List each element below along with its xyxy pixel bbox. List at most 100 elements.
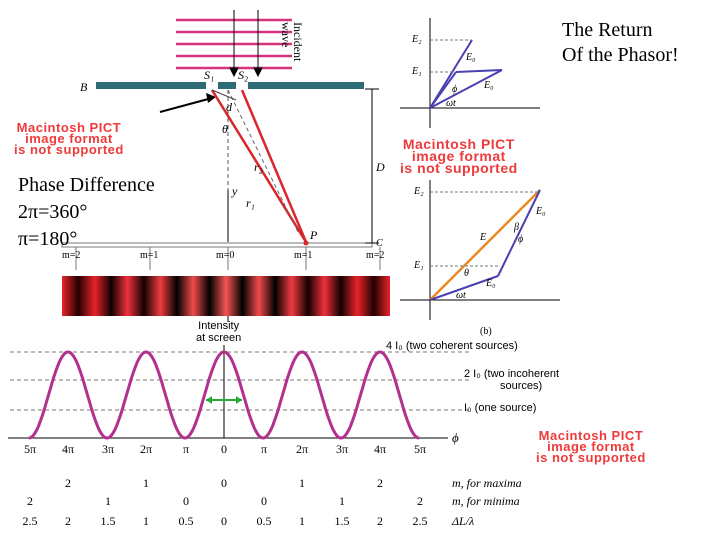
phasor-bottom [400, 180, 560, 320]
ray-r2 [240, 89, 308, 243]
phi-tick-label: π [182, 442, 190, 456]
pict-notice-3: Macintosh PICT image format is not support… [536, 428, 646, 465]
minima-value: 0 [183, 494, 189, 508]
phasor-bottom-e: E [480, 232, 487, 243]
distance-label: D [376, 160, 385, 174]
slit-gap-2 [236, 81, 248, 90]
ray-label-r2: r₂ [254, 160, 263, 174]
phi-tick-label: 2π [295, 442, 309, 456]
barrier [96, 82, 364, 89]
maxima-value: 2 [65, 476, 71, 490]
order-label-3: m=0 [216, 250, 235, 261]
path-value: 1 [299, 514, 305, 528]
minima-value: 0 [261, 494, 267, 508]
order-label-4: m=1 [294, 250, 313, 261]
phasor-top-e0b: E₀ [484, 80, 494, 91]
pict-notice-2: Macintosh PICT image format is not support… [400, 136, 518, 176]
phasor-top-e1: E₁ [412, 66, 422, 77]
maxima-label: m, for maxima [452, 476, 522, 490]
pointer-arrow [159, 97, 213, 113]
minima-value: 1 [105, 494, 111, 508]
phase-line-2: 2π=360° [18, 201, 88, 223]
phasor-top-e2: E₂ [412, 34, 422, 45]
slit-gap-1 [206, 81, 218, 90]
phasor-bottom-theta: θ [464, 268, 469, 279]
fringe-pattern [62, 276, 390, 316]
y-label: y [232, 184, 238, 198]
phasor-top-e0a: E₀ [466, 52, 476, 63]
minima-value: 1 [339, 494, 345, 508]
path-value: 1.5 [100, 514, 116, 528]
level-label-i0: I₀ (one source) [464, 402, 537, 414]
phasor-bottom-wt: ωt [456, 290, 466, 301]
phasor-bottom-phi: ϕ [518, 234, 524, 245]
minima-value: 2 [417, 494, 423, 508]
incident-wave-label: Incident wave [279, 22, 305, 62]
maxima-value: 1 [299, 476, 305, 490]
path-value: 0 [221, 514, 227, 528]
minima-label: m, for minima [452, 494, 520, 508]
order-label-1: m=2 [62, 250, 81, 261]
minima-value: 2 [27, 494, 33, 508]
phi-tick-label: 5π [23, 442, 37, 456]
ray-label-r1: r₁ [246, 196, 255, 210]
phase-difference-text: Phase Difference 2π=360° π=180° [18, 172, 155, 253]
incident-arrows [229, 10, 263, 78]
maxima-value: 0 [221, 476, 227, 490]
title-line-1: The Return [562, 19, 653, 41]
phasor-bottom-e0a: E₀ [536, 206, 546, 217]
phase-line-3: π=180° [18, 228, 78, 250]
path-value: 1.5 [334, 514, 350, 528]
point-p [303, 240, 309, 246]
path-value: 2.5 [22, 514, 38, 528]
phasor-bottom-caption: (b) [480, 326, 492, 337]
phi-tick-label: 5π [413, 442, 427, 456]
title-line-2: Of the Phasor! [562, 44, 679, 66]
phase-line-1: Phase Difference [18, 174, 155, 196]
phasor-top-phi: ϕ [452, 84, 458, 95]
slide-title: The Return Of the Phasor! [562, 18, 679, 68]
barrier-label: B [80, 80, 88, 94]
phi-tick-label: 4π [61, 442, 75, 456]
path-difference [211, 89, 237, 101]
order-label-5: m=2 [366, 250, 385, 261]
path-value: 2 [377, 514, 383, 528]
phasor-top-wt: ωt [446, 98, 456, 109]
maxima-value: 1 [143, 476, 149, 490]
phi-tick-label: 4π [373, 442, 387, 456]
path-value: 2.5 [412, 514, 428, 528]
intensity-curve [28, 350, 420, 440]
path-value: 0.5 [256, 514, 272, 528]
pict-notice-1: Macintosh PICT image format is not support… [14, 120, 124, 157]
phi-tick-label: 3π [335, 442, 349, 456]
slit-label-1: S₁ [204, 68, 215, 82]
screen-label: C [376, 238, 383, 249]
phi-tick-label: 0 [221, 442, 227, 456]
path-value: 1 [143, 514, 149, 528]
path-value: 2 [65, 514, 71, 528]
level-label-4i0: 4 I₀ (two coherent sources) [386, 340, 518, 352]
intensity-heading: Intensity at screen [196, 320, 242, 344]
phasor-bottom-e0b: E₀ [486, 278, 496, 289]
path-difference-label: ΔL/λ [452, 514, 475, 528]
slit-label-2: S₂ [238, 68, 249, 82]
phasor-bottom-e1: E₁ [414, 260, 424, 271]
phi-tick-label: π [260, 442, 268, 456]
intensity-plot [8, 345, 470, 440]
phi-axis-label: ϕ [452, 430, 459, 445]
theta-label: θ [222, 122, 228, 136]
phasor-top [400, 18, 540, 128]
phasor-bottom-e2: E₂ [414, 186, 424, 197]
phasor-bottom-beta: β [514, 222, 519, 233]
theta-line [227, 89, 299, 233]
phi-tick-label: 3π [101, 442, 115, 456]
maxima-value: 2 [377, 476, 383, 490]
order-label-2: m=1 [140, 250, 159, 261]
path-label: d [226, 100, 232, 114]
screen [61, 242, 373, 248]
path-value: 0.5 [178, 514, 194, 528]
level-label-2i0: 2 I₀ (two incoherent sources) [464, 368, 560, 392]
point-label: P [310, 228, 318, 242]
phi-tick-label: 2π [139, 442, 153, 456]
